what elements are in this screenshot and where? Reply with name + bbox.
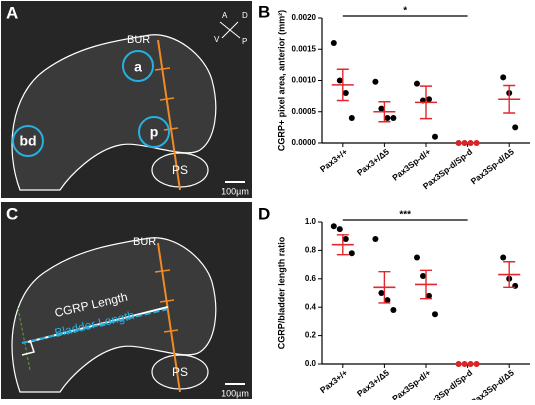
- y-tick-label: 0.0000: [292, 138, 317, 147]
- region-label: bd: [19, 133, 36, 149]
- panel-letter: C: [6, 204, 18, 223]
- y-axis-label: CGRP+ pixel area, anterior (mm²): [276, 10, 286, 151]
- data-point: [336, 77, 343, 84]
- data-point: [420, 272, 426, 279]
- compass-label: V: [214, 35, 220, 44]
- data-point: [378, 105, 385, 112]
- region-label: p: [150, 124, 159, 140]
- data-point: [372, 78, 379, 85]
- y-tick-label: 0.0005: [292, 107, 317, 116]
- y-axis-label: CGRP/bladder length ratio: [276, 236, 286, 349]
- bur-label: BUR: [127, 34, 150, 46]
- panel-letter: B: [258, 2, 270, 21]
- data-point: [330, 223, 337, 230]
- x-tick-label: Pax3+/+: [318, 146, 350, 174]
- x-tick-label: Pax3Sp-d/+: [390, 367, 432, 400]
- data-point: [378, 290, 385, 296]
- x-tick-label: Pax3Sp-d/Δ5: [469, 367, 516, 400]
- panel-letter: A: [6, 3, 18, 22]
- error-bar: [420, 85, 432, 120]
- y-tick-label: 1.0: [305, 217, 317, 226]
- bur-label: BUR: [133, 236, 156, 248]
- y-tick-label: 0.0015: [292, 44, 317, 53]
- significance-label: *: [403, 6, 407, 17]
- data-point: [414, 80, 420, 87]
- micrograph-c: C BUR CGRP Length Bladder Length PS 100µ…: [1, 202, 252, 399]
- scale-label: 100µm: [221, 186, 249, 196]
- x-tick-label: Pax3Sp-d/Δ5: [469, 146, 516, 186]
- data-point: [384, 297, 391, 304]
- data-point: [330, 40, 337, 46]
- micrograph-a: A BUR a bd p PS 100µm A D V P: [1, 1, 252, 198]
- data-point: [384, 115, 391, 121]
- data-point: [414, 254, 420, 261]
- data-point: [432, 133, 438, 140]
- ps-label: PS: [172, 163, 188, 177]
- panel-letter: D: [258, 204, 270, 223]
- y-tick-label: 0.6: [305, 274, 317, 283]
- y-tick-label: 0.8: [305, 246, 317, 255]
- compass-label: D: [242, 11, 248, 20]
- x-tick-label: Pax3+/Δ5: [355, 367, 391, 398]
- data-point: [390, 115, 397, 121]
- error-bar: [336, 234, 349, 256]
- ps-label: PS: [172, 365, 188, 379]
- data-point: [500, 74, 507, 81]
- y-tick-label: 0.0010: [292, 76, 317, 85]
- compass-label: P: [242, 37, 247, 46]
- error-bar: [378, 271, 391, 304]
- x-tick-label: Pax3+/+: [318, 367, 350, 395]
- y-tick-label: 0.0: [305, 359, 317, 368]
- y-tick-label: 0.0020: [292, 13, 317, 22]
- data-point: [426, 96, 432, 103]
- compass-label: A: [222, 11, 228, 20]
- data-point: [342, 236, 349, 243]
- data-point: [432, 311, 438, 318]
- data-point: [390, 307, 397, 314]
- data-point: [342, 90, 349, 96]
- y-tick-label: 0.2: [305, 331, 317, 340]
- data-point: [336, 226, 343, 233]
- scale-label: 100µm: [221, 388, 249, 398]
- error-bar: [378, 101, 391, 123]
- data-point: [512, 124, 519, 131]
- data-point: [348, 250, 355, 257]
- error-bar: [336, 68, 349, 102]
- error-bar: [503, 84, 516, 114]
- data-point: [372, 236, 379, 243]
- x-tick-label: Pax3+/Δ5: [355, 146, 391, 177]
- region-label: a: [134, 59, 142, 75]
- x-tick-label: Pax3Sp-d/+: [390, 146, 432, 182]
- data-point: [426, 292, 432, 299]
- error-bar: [420, 269, 432, 300]
- significance-label: ***: [399, 210, 411, 221]
- y-tick-label: 0.4: [305, 302, 317, 311]
- data-point: [500, 254, 507, 261]
- data-point: [348, 115, 355, 121]
- error-bar: [503, 261, 516, 289]
